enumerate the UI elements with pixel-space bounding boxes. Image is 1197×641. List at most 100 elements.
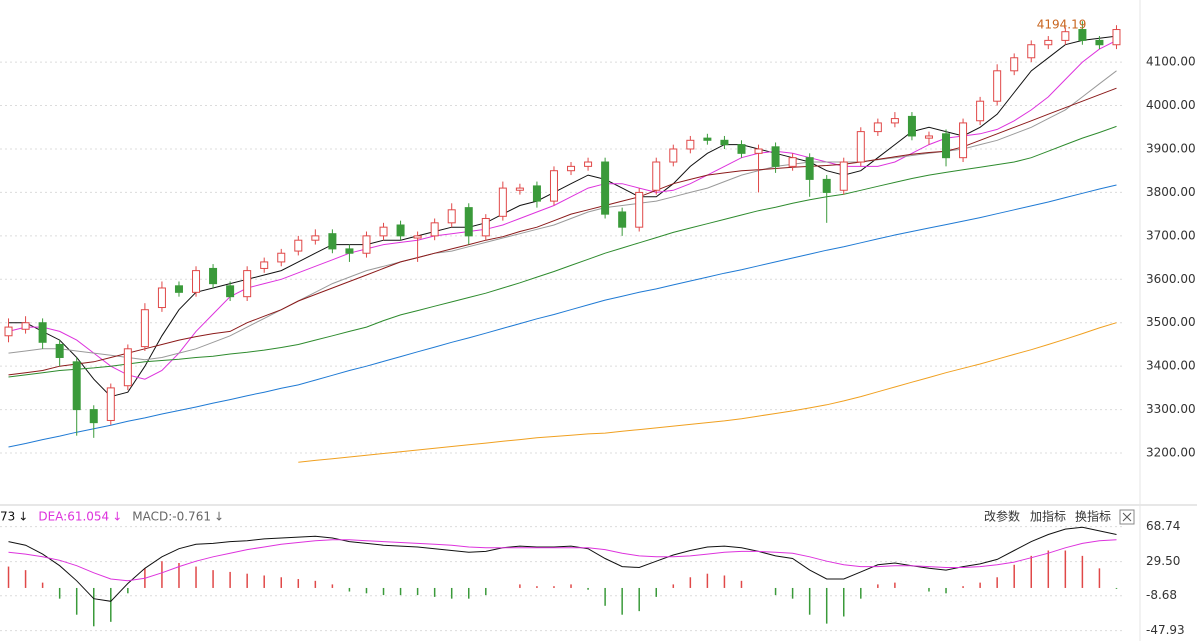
candle-body [38, 322, 47, 343]
candle-body [294, 239, 303, 252]
y-tick-label: 3400.00 [1146, 359, 1196, 373]
candle-body [192, 270, 201, 293]
candle-body [21, 322, 30, 330]
candle-body [856, 131, 865, 163]
y-tick-label: 29.50 [1146, 554, 1180, 568]
candle-body [226, 285, 235, 298]
indicator-line [8, 184, 1117, 448]
toolbar-button[interactable]: 加指标 [1030, 509, 1066, 524]
indicator-line [8, 87, 1117, 376]
candle-body [1061, 31, 1070, 41]
candle-body [345, 248, 354, 254]
candle-body [924, 135, 933, 139]
indicator-line [8, 125, 1117, 378]
candle-body [430, 222, 439, 237]
candle-body [805, 157, 814, 180]
candle-body [890, 118, 899, 124]
candle-body [754, 148, 763, 154]
candle-body [959, 122, 968, 159]
candle-body [584, 161, 593, 167]
y-tick-label: 3500.00 [1146, 315, 1196, 329]
candle-body [703, 137, 712, 141]
candle-body [532, 185, 541, 202]
candle-body [123, 348, 132, 387]
candle-body [311, 235, 320, 241]
candle-body [1027, 44, 1036, 59]
legend-text: DEA:61.054 [38, 510, 109, 524]
candle-body [379, 226, 388, 237]
y-tick-label: 3200.00 [1146, 446, 1196, 460]
toolbar-button[interactable]: 换指标 [1075, 509, 1111, 524]
legend-arrow: ↓ [18, 510, 28, 524]
indicator-line [8, 39, 1117, 380]
candle-body [942, 133, 951, 159]
candle-body [447, 209, 456, 224]
y-tick-label: 4100.00 [1146, 55, 1196, 69]
candle-body [993, 70, 1002, 102]
candle-body [328, 233, 337, 250]
candle-body [55, 343, 64, 358]
candle-body [976, 100, 985, 122]
candle-body [839, 161, 848, 191]
high-annotation: 4194.19 [1037, 18, 1087, 32]
legend-arrow: ↓ [112, 510, 122, 524]
candle-body [413, 235, 422, 239]
candle-body [1078, 29, 1087, 41]
candle-body [89, 409, 98, 424]
y-tick-label: 3900.00 [1146, 141, 1196, 155]
candle-body [652, 161, 661, 191]
legend-text: MACD:-0.761 [132, 510, 211, 524]
candle-body [140, 309, 149, 348]
candle-body [771, 146, 780, 167]
candle-body [106, 387, 115, 421]
y-tick-label: 3700.00 [1146, 228, 1196, 242]
candle-body [601, 161, 610, 215]
candle-body [498, 187, 507, 217]
candle-body [157, 287, 166, 309]
candle-body [396, 224, 405, 237]
candle-body [1095, 39, 1104, 46]
candle-body [1044, 39, 1053, 46]
candle-body [4, 326, 13, 337]
close-button[interactable] [1119, 509, 1135, 525]
candle-body [243, 270, 252, 298]
legend-text: 73 [0, 510, 15, 524]
candle-body [822, 178, 831, 193]
indicator-line [8, 70, 1117, 361]
y-tick-label: 4000.00 [1146, 98, 1196, 112]
candle-body [907, 115, 916, 137]
candle-body [669, 148, 678, 163]
y-tick-label: 3300.00 [1146, 402, 1196, 416]
candle-body [618, 211, 627, 228]
candle-body [1112, 29, 1121, 46]
candle-body [515, 187, 524, 191]
legend-arrow: ↓ [214, 510, 224, 524]
candle-body [788, 157, 797, 167]
candle-body [362, 235, 371, 254]
indicator-line [298, 322, 1117, 463]
candle-body [873, 122, 882, 133]
candle-body [260, 261, 269, 269]
toolbar-button[interactable]: 改参数 [984, 509, 1020, 524]
candle-body [549, 170, 558, 202]
indicator-line [8, 35, 1117, 398]
candle-body [686, 139, 695, 150]
y-tick-label: -47.93 [1146, 623, 1185, 637]
candle-body [635, 191, 644, 228]
candle-body [720, 139, 729, 146]
candle-body [737, 144, 746, 154]
candle-body [464, 207, 473, 237]
candle-body [567, 165, 576, 172]
y-tick-label: 3600.00 [1146, 272, 1196, 286]
indicator-line [8, 539, 1117, 582]
candle-body [72, 361, 81, 411]
candle-body [481, 217, 490, 237]
y-tick-label: 3800.00 [1146, 185, 1196, 199]
candle-body [277, 252, 286, 263]
indicator-line [8, 526, 1117, 602]
y-tick-label: -8.68 [1146, 588, 1177, 602]
y-tick-label: 68.74 [1146, 519, 1180, 533]
candle-body [209, 267, 218, 285]
